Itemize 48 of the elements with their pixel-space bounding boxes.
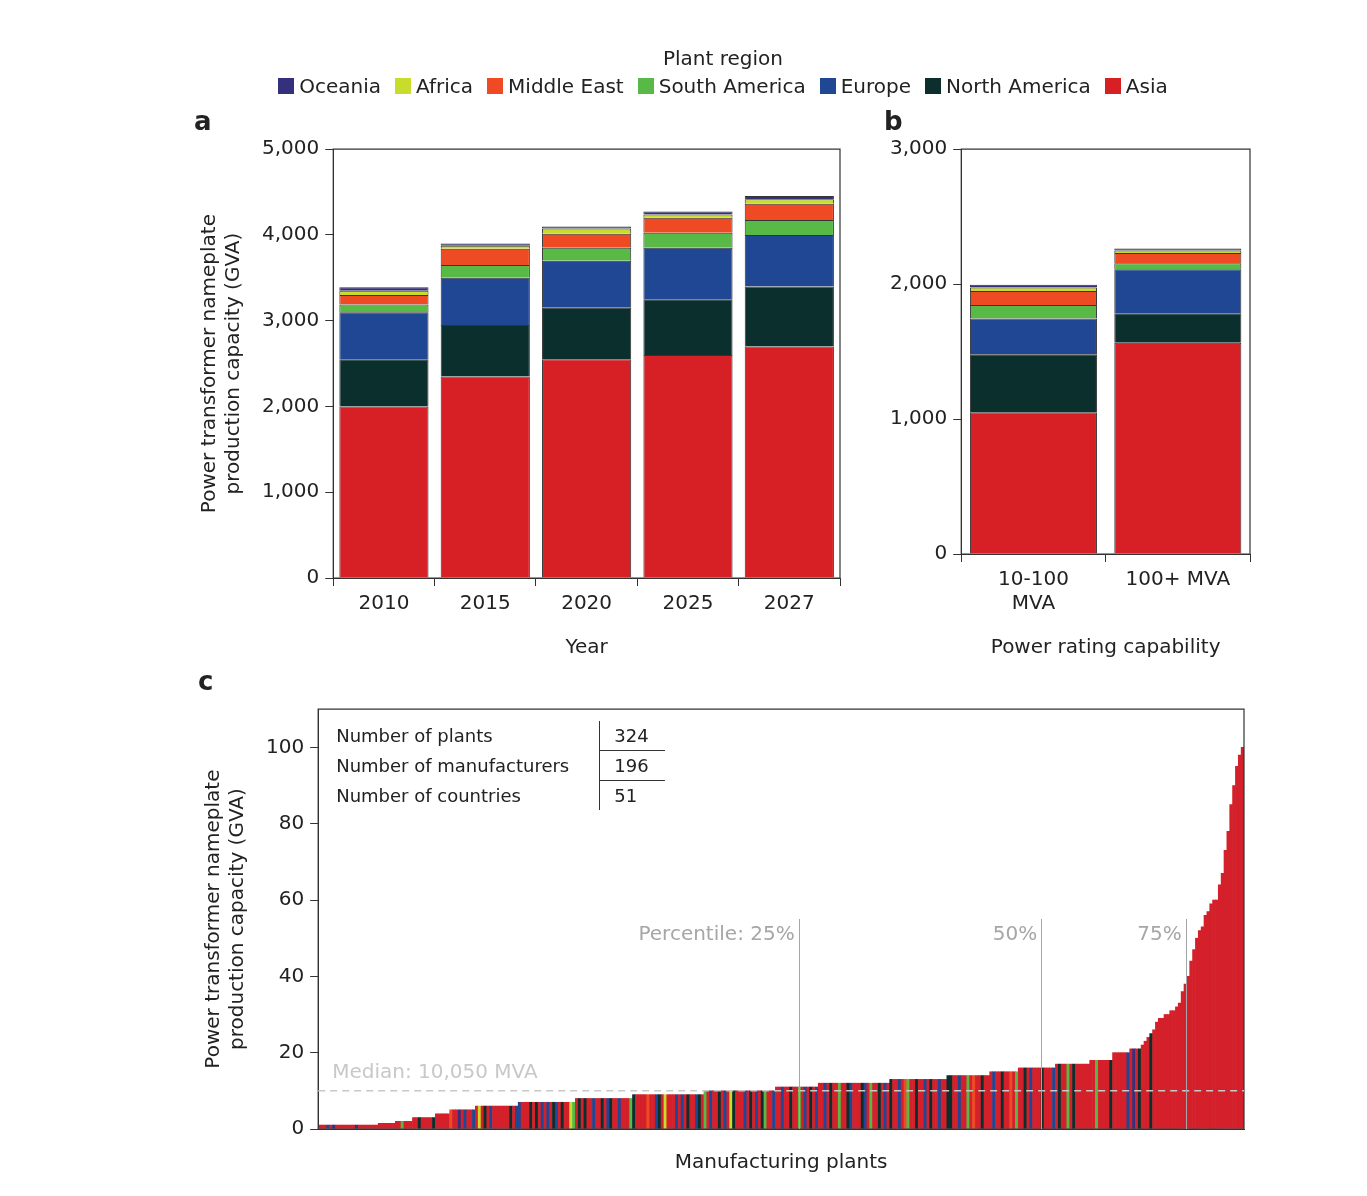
y-tick-label: 60 [278,886,305,911]
y-tick-label: 3,000 [261,306,320,331]
y-axis-title: Power transformer nameplate production capacity (GVA) [200,769,249,1069]
legend-label: Europe [840,74,912,98]
x-tick-label: 2027 [763,590,815,615]
y-tick-label: 0 [306,564,320,589]
y-axis-title: Power transformer nameplate production capacity (GVA) [196,214,245,514]
legend-label: North America [946,74,1091,98]
x-axis-title: Year [564,634,609,659]
y-tick-label: 2,000 [889,270,948,295]
annotation: Number of manufacturers [330,750,600,781]
y-tick-label: 1,000 [889,405,948,430]
chart-title: b [884,106,903,137]
x-tick-label: 2015 [459,590,511,615]
y-tick-label: 80 [278,809,305,834]
legend-label: Asia [1125,74,1168,98]
legend-label: Oceania [299,74,382,98]
x-tick-label: 2025 [662,590,714,615]
chart-title: a [194,106,212,137]
y-tick-label: 100 [265,733,305,758]
y-tick-label: 0 [934,540,948,565]
annotation: 75% [1137,921,1182,946]
annotation: 51 [613,784,639,809]
x-tick-label: 2020 [561,590,613,615]
legend-label: Middle East [508,74,624,98]
y-tick-label: 40 [278,962,305,987]
legend-title: Plant region [662,46,784,70]
annotation: 50% [992,921,1038,946]
x-axis-title: Power rating capability [990,634,1221,659]
x-axis-title: Manufacturing plants [674,1149,888,1174]
x-tick-label: 100+ MVA [1125,566,1231,591]
x-tick-label: 10-100 MVA [998,566,1069,615]
legend-label: Africa [416,74,474,98]
annotation: 324 [599,721,665,751]
y-tick-label: 3,000 [889,135,948,160]
y-tick-label: 4,000 [261,221,320,246]
annotation: Number of plants [330,721,600,751]
annotation: Number of countries [330,780,600,811]
x-tick-label: 2010 [358,590,410,615]
chart-title: c [198,666,214,697]
annotation: 196 [599,750,665,781]
y-tick-label: 5,000 [261,135,320,160]
y-tick-label: 20 [278,1038,305,1063]
legend-label: South America [658,74,806,98]
y-tick-label: 2,000 [261,392,320,417]
y-tick-label: 0 [291,1115,305,1140]
annotation: Percentile: 25% [638,921,795,946]
y-tick-label: 1,000 [261,478,320,503]
